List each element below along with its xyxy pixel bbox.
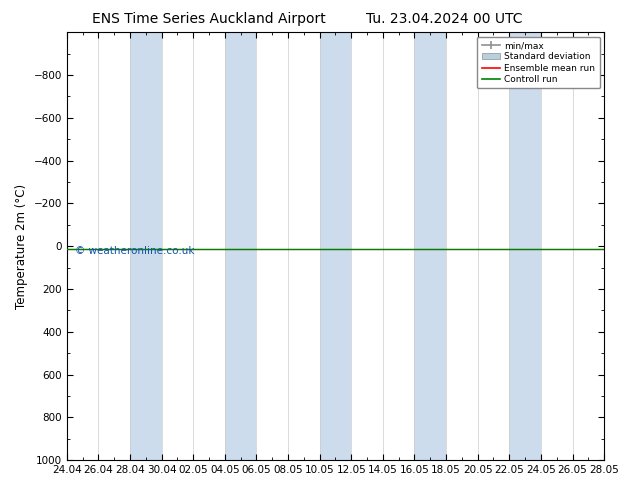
Text: ENS Time Series Auckland Airport: ENS Time Series Auckland Airport <box>93 12 326 26</box>
Bar <box>604 32 634 460</box>
Text: Tu. 23.04.2024 00 UTC: Tu. 23.04.2024 00 UTC <box>366 12 522 26</box>
Y-axis label: Temperature 2m (°C): Temperature 2m (°C) <box>15 184 28 309</box>
Bar <box>225 32 256 460</box>
Bar <box>415 32 446 460</box>
Bar <box>130 32 162 460</box>
Bar <box>320 32 351 460</box>
Bar <box>509 32 541 460</box>
Text: © weatheronline.co.uk: © weatheronline.co.uk <box>75 246 195 256</box>
Legend: min/max, Standard deviation, Ensemble mean run, Controll run: min/max, Standard deviation, Ensemble me… <box>477 37 600 89</box>
